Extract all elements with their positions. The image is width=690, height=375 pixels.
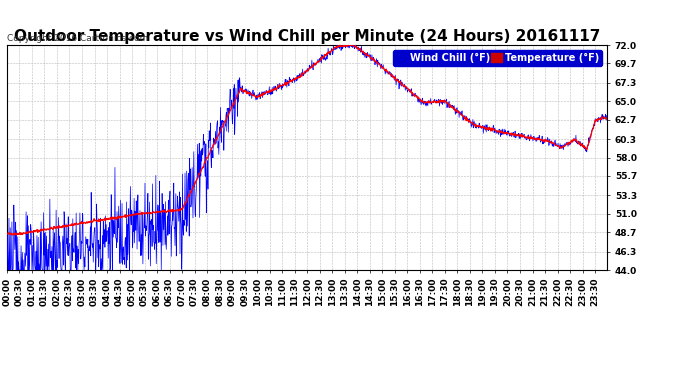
Text: Copyright 2016 Cartronics.com: Copyright 2016 Cartronics.com: [7, 34, 148, 43]
Legend: Wind Chill (°F), Temperature (°F): Wind Chill (°F), Temperature (°F): [393, 50, 602, 66]
Title: Outdoor Temperature vs Wind Chill per Minute (24 Hours) 20161117: Outdoor Temperature vs Wind Chill per Mi…: [14, 29, 600, 44]
